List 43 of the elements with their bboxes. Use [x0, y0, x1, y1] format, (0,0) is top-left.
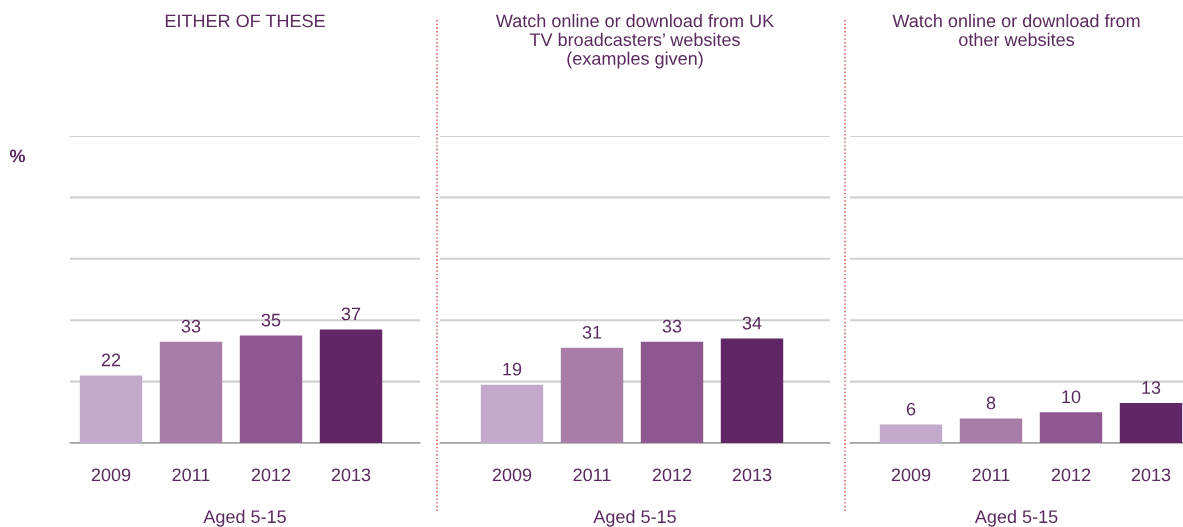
- data-label: 33: [662, 319, 682, 333]
- data-label: 34: [742, 316, 762, 330]
- bar: [560, 347, 624, 443]
- x-tick-label: 2013: [1131, 468, 1171, 482]
- x-tick-label: 2012: [1051, 468, 1091, 482]
- data-label: 22: [101, 353, 121, 367]
- bar: [319, 329, 383, 443]
- bar: [159, 341, 223, 443]
- bar: [480, 384, 544, 443]
- bar: [1039, 412, 1103, 443]
- data-label: 10: [1062, 390, 1081, 404]
- x-tick-label: 2011: [972, 468, 1010, 482]
- x-tick-label: 2011: [573, 468, 611, 482]
- bar: [879, 424, 943, 443]
- data-label: 8: [986, 396, 996, 410]
- chart-title: EITHER OF THESE: [165, 14, 325, 28]
- x-tick-label: 2011: [172, 468, 210, 482]
- data-label: 31: [582, 325, 602, 339]
- x-tick-label: 2013: [331, 468, 371, 482]
- x-tick-label: 2013: [732, 468, 772, 482]
- x-tick-label: 2012: [652, 468, 692, 482]
- x-tick-label: 2009: [91, 468, 131, 482]
- x-axis-title: Aged 5-15: [974, 509, 1058, 527]
- x-tick-label: 2009: [891, 468, 931, 482]
- x-tick-label: 2009: [492, 468, 532, 482]
- data-label: 33: [181, 319, 201, 333]
- chart-title: Watch online or download from other websites: [892, 14, 1140, 47]
- bar: [720, 338, 784, 443]
- bar: [640, 341, 704, 443]
- bar: [79, 375, 143, 443]
- y-axis-title: %: [9, 149, 26, 163]
- bar: [1119, 403, 1183, 443]
- data-label: 35: [261, 313, 281, 327]
- x-axis-title: Aged 5-15: [203, 509, 286, 527]
- data-label: 19: [503, 362, 522, 376]
- x-axis-title: Aged 5-15: [593, 509, 676, 527]
- chart-title: Watch online or download from UK TV broadcasters’ websites (examples given): [495, 14, 774, 69]
- data-label: 37: [341, 307, 361, 321]
- data-label: 13: [1142, 381, 1161, 394]
- bar: [959, 418, 1023, 443]
- x-tick-label: 2012: [251, 468, 291, 482]
- bar: [239, 335, 303, 443]
- data-label: 6: [906, 402, 916, 416]
